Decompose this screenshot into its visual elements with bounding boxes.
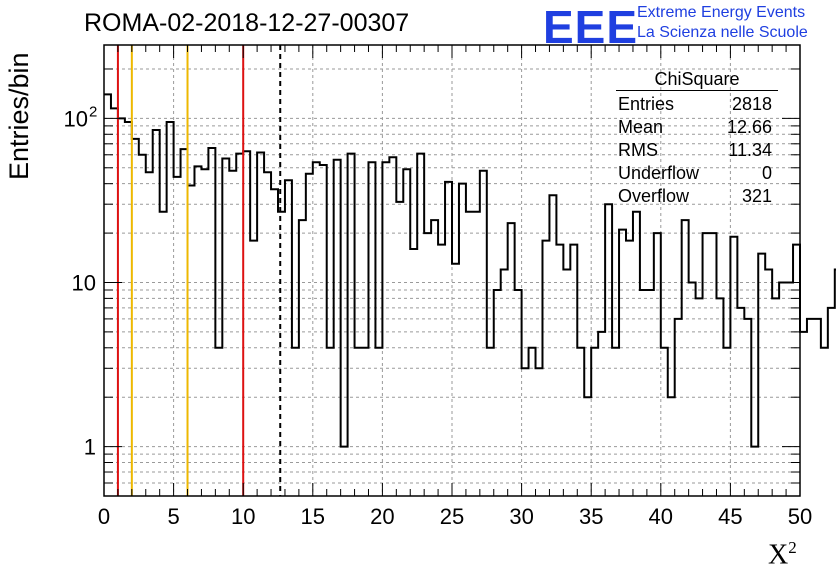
stats-label: Underflow	[618, 163, 700, 183]
eee-logo: EEE	[543, 1, 639, 53]
x-tick-label: 30	[509, 504, 533, 529]
stats-label: Overflow	[618, 186, 690, 206]
stats-title: ChiSquare	[616, 69, 778, 91]
x-tick-label: 40	[649, 504, 673, 529]
stats-value: 321	[741, 186, 772, 206]
histogram-series	[104, 93, 836, 448]
stats-value: 11.34	[728, 140, 772, 160]
x-tick-label: 35	[579, 504, 603, 529]
x-tick-label: 45	[718, 504, 742, 529]
stats-value: 12.66	[726, 117, 772, 137]
stats-row: RMS 11.34	[610, 139, 778, 162]
logo-line-2: La Scienza nelle Scuole	[637, 24, 808, 41]
x-tick-label: 10	[231, 504, 255, 529]
x-tick-label: 25	[440, 504, 464, 529]
stats-label: Mean	[618, 117, 664, 137]
x-tick-label: 5	[167, 504, 179, 529]
stats-label: Entries	[618, 94, 675, 114]
stats-row: Entries 2818	[610, 93, 778, 116]
stats-value: 0	[761, 163, 772, 183]
x-tick-label: 50	[788, 504, 812, 529]
y-tick-label: 10	[64, 106, 88, 131]
y-tick-label: 1	[84, 435, 96, 460]
plot-title: ROMA-02-2018-12-27-00307	[84, 9, 410, 37]
x-axis-label: X2	[768, 538, 797, 571]
stats-row: Mean 12.66	[610, 116, 778, 139]
x-tick-label: 15	[301, 504, 325, 529]
x-tick-label: 0	[98, 504, 110, 529]
y-tick-label: 10	[72, 270, 96, 295]
x-tick-label: 20	[370, 504, 394, 529]
stats-label: RMS	[618, 140, 658, 160]
stats-box: ChiSquare Entries 2818 Mean 12.66 RMS 11.34 Un…	[610, 69, 778, 208]
stats-row: Overflow 321	[610, 185, 778, 208]
stats-value: 2818	[731, 94, 772, 114]
stats-row: Underflow 0	[610, 162, 778, 185]
y-tick-label-exponent: 2	[89, 103, 97, 120]
y-axis-label: Entries/bin	[4, 52, 34, 180]
logo-line-1: Extreme Energy Events	[637, 4, 806, 21]
